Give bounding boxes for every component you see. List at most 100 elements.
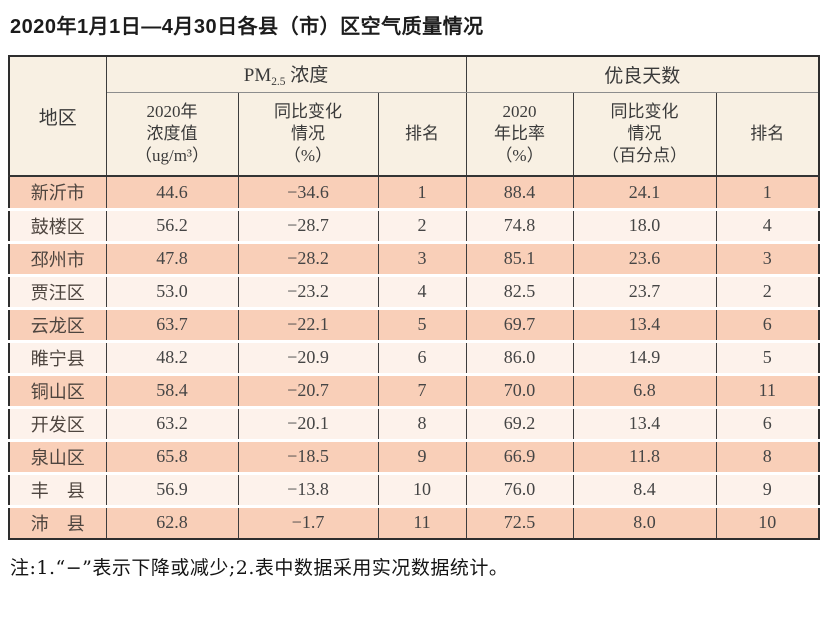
col-header-pm-rank: 排名 xyxy=(378,92,467,177)
good-rank-cell: 11 xyxy=(716,374,820,409)
pm-value-cell: 63.7 xyxy=(106,308,239,343)
pm-change-cell: −1.7 xyxy=(238,506,379,539)
good-ratio-cell: 69.7 xyxy=(466,308,574,343)
col-group-pm25: PM2.5 浓度 xyxy=(106,56,467,93)
col-header-good-change: 同比变化 情况 （百分点） xyxy=(573,92,717,177)
table-row: 睢宁县 48.2 −20.9 6 86.0 14.9 5 xyxy=(9,341,820,376)
good-rank-cell: 6 xyxy=(716,407,820,442)
good-rank-cell: 9 xyxy=(716,473,820,508)
header-group-row: 地区 PM2.5 浓度 优良天数 xyxy=(9,56,820,177)
region-cell: 沛 县 xyxy=(9,506,107,539)
good-ratio-cell: 66.9 xyxy=(466,440,574,475)
col-header-pm-change: 同比变化 情况 （%） xyxy=(238,92,379,177)
pm-change-cell: −20.1 xyxy=(238,407,379,442)
region-cell: 新沂市 xyxy=(9,176,107,211)
header-sub-row: 2020年 浓度值 （ug/m³） 同比变化 情况 （%） 排名 2020 年比… xyxy=(9,92,820,177)
pm-value-cell: 62.8 xyxy=(106,506,239,539)
good-change-cell: 13.4 xyxy=(573,407,717,442)
good-rank-cell: 4 xyxy=(716,209,820,244)
table-row: 开发区 63.2 −20.1 8 69.2 13.4 6 xyxy=(9,407,820,442)
pm25-label-subscript: 2.5 xyxy=(271,76,286,89)
col-header-good-rank: 排名 xyxy=(716,92,820,177)
table-row: 沛 县 62.8 −1.7 11 72.5 8.0 10 xyxy=(9,506,820,539)
pm-rank-cell: 6 xyxy=(378,341,467,376)
pm-change-cell: −23.2 xyxy=(238,275,379,310)
good-ratio-cell: 85.1 xyxy=(466,242,574,277)
table-row: 贾汪区 53.0 −23.2 4 82.5 23.7 2 xyxy=(9,275,820,310)
pm-value-cell: 44.6 xyxy=(106,176,239,211)
pm-change-cell: −13.8 xyxy=(238,473,379,508)
region-cell: 云龙区 xyxy=(9,308,107,343)
good-change-cell: 23.6 xyxy=(573,242,717,277)
good-ratio-cell: 74.8 xyxy=(466,209,574,244)
good-ratio-cell: 86.0 xyxy=(466,341,574,376)
good-ratio-cell: 76.0 xyxy=(466,473,574,508)
pm-value-cell: 53.0 xyxy=(106,275,239,310)
pm-change-cell: −28.2 xyxy=(238,242,379,277)
pm-change-cell: −20.9 xyxy=(238,341,379,376)
pm-change-cell: −22.1 xyxy=(238,308,379,343)
table-row: 丰 县 56.9 −13.8 10 76.0 8.4 9 xyxy=(9,473,820,508)
pm-value-cell: 56.2 xyxy=(106,209,239,244)
pm-change-cell: −34.6 xyxy=(238,176,379,211)
pm-value-cell: 65.8 xyxy=(106,440,239,475)
good-rank-cell: 8 xyxy=(716,440,820,475)
pm-change-cell: −18.5 xyxy=(238,440,379,475)
good-ratio-cell: 69.2 xyxy=(466,407,574,442)
region-cell: 睢宁县 xyxy=(9,341,107,376)
page: 2020年1月1日—4月30日各县（市）区空气质量情况 地区 PM2.5 浓度 … xyxy=(8,16,821,579)
region-cell: 邳州市 xyxy=(9,242,107,277)
pm-value-cell: 58.4 xyxy=(106,374,239,409)
pm25-label-prefix: PM xyxy=(243,65,272,87)
good-change-cell: 18.0 xyxy=(573,209,717,244)
pm-change-cell: −28.7 xyxy=(238,209,379,244)
pm-rank-cell: 5 xyxy=(378,308,467,343)
good-rank-cell: 10 xyxy=(716,506,820,539)
pm-rank-cell: 9 xyxy=(378,440,467,475)
pm-rank-cell: 7 xyxy=(378,374,467,409)
region-cell: 铜山区 xyxy=(9,374,107,409)
region-cell: 鼓楼区 xyxy=(9,209,107,244)
pm25-label-suffix: 浓度 xyxy=(285,65,329,87)
region-cell: 开发区 xyxy=(9,407,107,442)
good-ratio-cell: 72.5 xyxy=(466,506,574,539)
good-change-cell: 8.4 xyxy=(573,473,717,508)
good-rank-cell: 3 xyxy=(716,242,820,277)
good-ratio-cell: 70.0 xyxy=(466,374,574,409)
page-title: 2020年1月1日—4月30日各县（市）区空气质量情况 xyxy=(10,16,484,38)
pm-rank-cell: 2 xyxy=(378,209,467,244)
footnote: 注:1.“−”表示下降或减少;2.表中数据采用实况数据统计。 xyxy=(10,557,509,579)
pm-rank-cell: 4 xyxy=(378,275,467,310)
region-cell: 泉山区 xyxy=(9,440,107,475)
good-rank-cell: 6 xyxy=(716,308,820,343)
good-change-cell: 6.8 xyxy=(573,374,717,409)
region-cell: 丰 县 xyxy=(9,473,107,508)
good-change-cell: 13.4 xyxy=(573,308,717,343)
pm-change-cell: −20.7 xyxy=(238,374,379,409)
pm-value-cell: 63.2 xyxy=(106,407,239,442)
good-rank-cell: 1 xyxy=(716,176,820,211)
table-row: 泉山区 65.8 −18.5 9 66.9 11.8 8 xyxy=(9,440,820,475)
pm-value-cell: 48.2 xyxy=(106,341,239,376)
good-change-cell: 11.8 xyxy=(573,440,717,475)
pm-rank-cell: 3 xyxy=(378,242,467,277)
good-rank-cell: 5 xyxy=(716,341,820,376)
col-group-good-days: 优良天数 xyxy=(466,56,820,93)
table-row: 邳州市 47.8 −28.2 3 85.1 23.6 3 xyxy=(9,242,820,277)
col-header-region: 地区 xyxy=(9,56,107,177)
pm-value-cell: 47.8 xyxy=(106,242,239,277)
region-cell: 贾汪区 xyxy=(9,275,107,310)
col-header-pm-value: 2020年 浓度值 （ug/m³） xyxy=(106,92,239,177)
pm-rank-cell: 11 xyxy=(378,506,467,539)
table-body: 新沂市 44.6 −34.6 1 88.4 24.1 1 鼓楼区 56.2 −28.7 2 74.8 1… xyxy=(9,176,820,539)
pm-rank-cell: 8 xyxy=(378,407,467,442)
air-quality-table: 地区 PM2.5 浓度 优良天数 2020年 浓度值 （ug/m³） 同比变化 … xyxy=(8,55,821,540)
good-ratio-cell: 82.5 xyxy=(466,275,574,310)
table-row: 新沂市 44.6 −34.6 1 88.4 24.1 1 xyxy=(9,176,820,211)
good-change-cell: 14.9 xyxy=(573,341,717,376)
table-header: 地区 PM2.5 浓度 优良天数 2020年 浓度值 （ug/m³） 同比变化 … xyxy=(9,56,820,177)
good-change-cell: 24.1 xyxy=(573,176,717,211)
table-row: 鼓楼区 56.2 −28.7 2 74.8 18.0 4 xyxy=(9,209,820,244)
pm-value-cell: 56.9 xyxy=(106,473,239,508)
col-header-good-ratio: 2020 年比率 （%） xyxy=(466,92,574,177)
